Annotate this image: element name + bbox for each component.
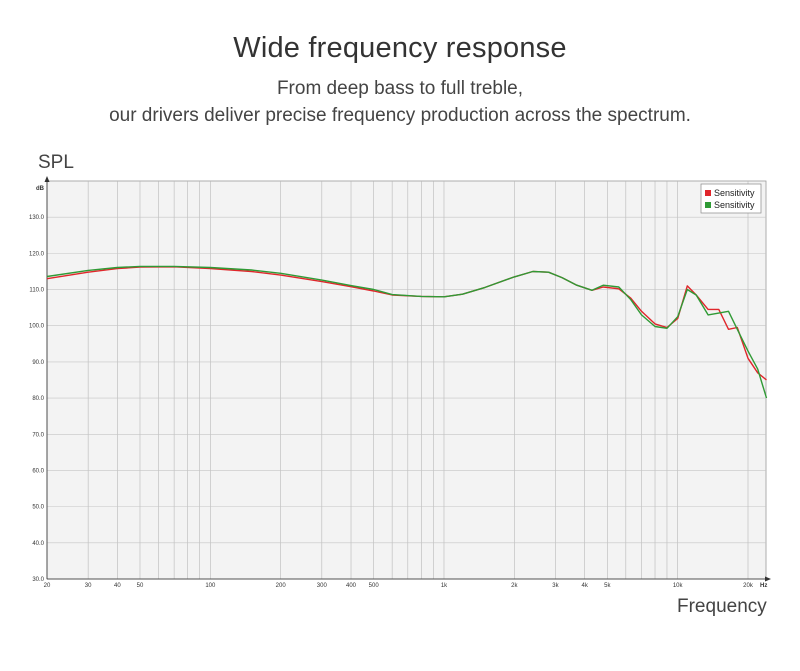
y-tick-label: 50.0: [32, 505, 44, 511]
x-tick-label: 100: [205, 583, 216, 589]
x-tick-label: 5k: [604, 583, 611, 589]
x-tick-label: 4k: [582, 583, 589, 589]
y-tick-labels: 30.0 40.0 50.0 60.0 70.0 80.0 90.0 100.0 110.0 12…: [29, 186, 45, 583]
y-tick-label: 70.0: [32, 432, 44, 438]
x-tick-label: 10k: [673, 583, 684, 589]
legend-label-1: Sensitivity: [714, 188, 755, 198]
x-tick-label: 30: [85, 583, 92, 589]
subtitle-line-2: our drivers deliver precise frequency pr…: [109, 105, 691, 126]
legend-swatch-1: [705, 190, 711, 196]
plot-area: [46, 180, 767, 580]
axes: [44, 176, 771, 582]
x-tick-label: 200: [276, 583, 287, 589]
y-tick-label: 110.0: [29, 288, 44, 294]
x-tick-label: 20k: [743, 583, 754, 589]
series-lines: [46, 265, 768, 399]
x-tick-label: 40: [114, 583, 121, 589]
x-tick-label: 400: [346, 583, 357, 589]
x-tick-label: 300: [317, 583, 328, 589]
x-axis-title: Frequency: [677, 596, 767, 617]
legend-label-2: Sensitivity: [714, 200, 755, 210]
x-axis-arrow: [765, 576, 771, 582]
y-tick-label: 40.0: [32, 541, 44, 547]
y-tick-label: 90.0: [32, 360, 44, 366]
y-tick-label: 100.0: [29, 324, 45, 330]
y-tick-label: 80.0: [32, 396, 44, 402]
x-tick-labels: 20 30 40 50 100 200 300 400 500 1k 2k 3k 4k 5k 10k 20k H…: [44, 583, 768, 589]
page-title: Wide frequency response: [233, 32, 567, 64]
x-tick-label: 20: [44, 583, 51, 589]
x-unit-label: Hz: [760, 583, 767, 589]
y-tick-label: 130.0: [29, 215, 45, 221]
legend: Sensitivity Sensitivity: [700, 183, 762, 214]
y-axis-arrow: [44, 176, 50, 182]
x-tick-label: 2k: [511, 583, 518, 589]
grid-lines: [46, 181, 766, 579]
x-tick-label: 3k: [552, 583, 559, 589]
x-tick-label: 1k: [441, 583, 448, 589]
x-tick-label: 50: [137, 583, 144, 589]
y-unit-label: dB: [36, 186, 45, 192]
y-tick-label: 60.0: [32, 468, 44, 474]
x-tick-label: 500: [369, 583, 380, 589]
legend-box: [700, 183, 762, 214]
y-axis-title: SPL: [38, 152, 74, 173]
y-tick-label: 30.0: [32, 577, 44, 583]
subtitle-line-1: From deep bass to full treble,: [276, 78, 524, 99]
legend-swatch-2: [705, 202, 711, 208]
series-line-2: [46, 265, 768, 399]
y-tick-label: 120.0: [29, 251, 45, 257]
